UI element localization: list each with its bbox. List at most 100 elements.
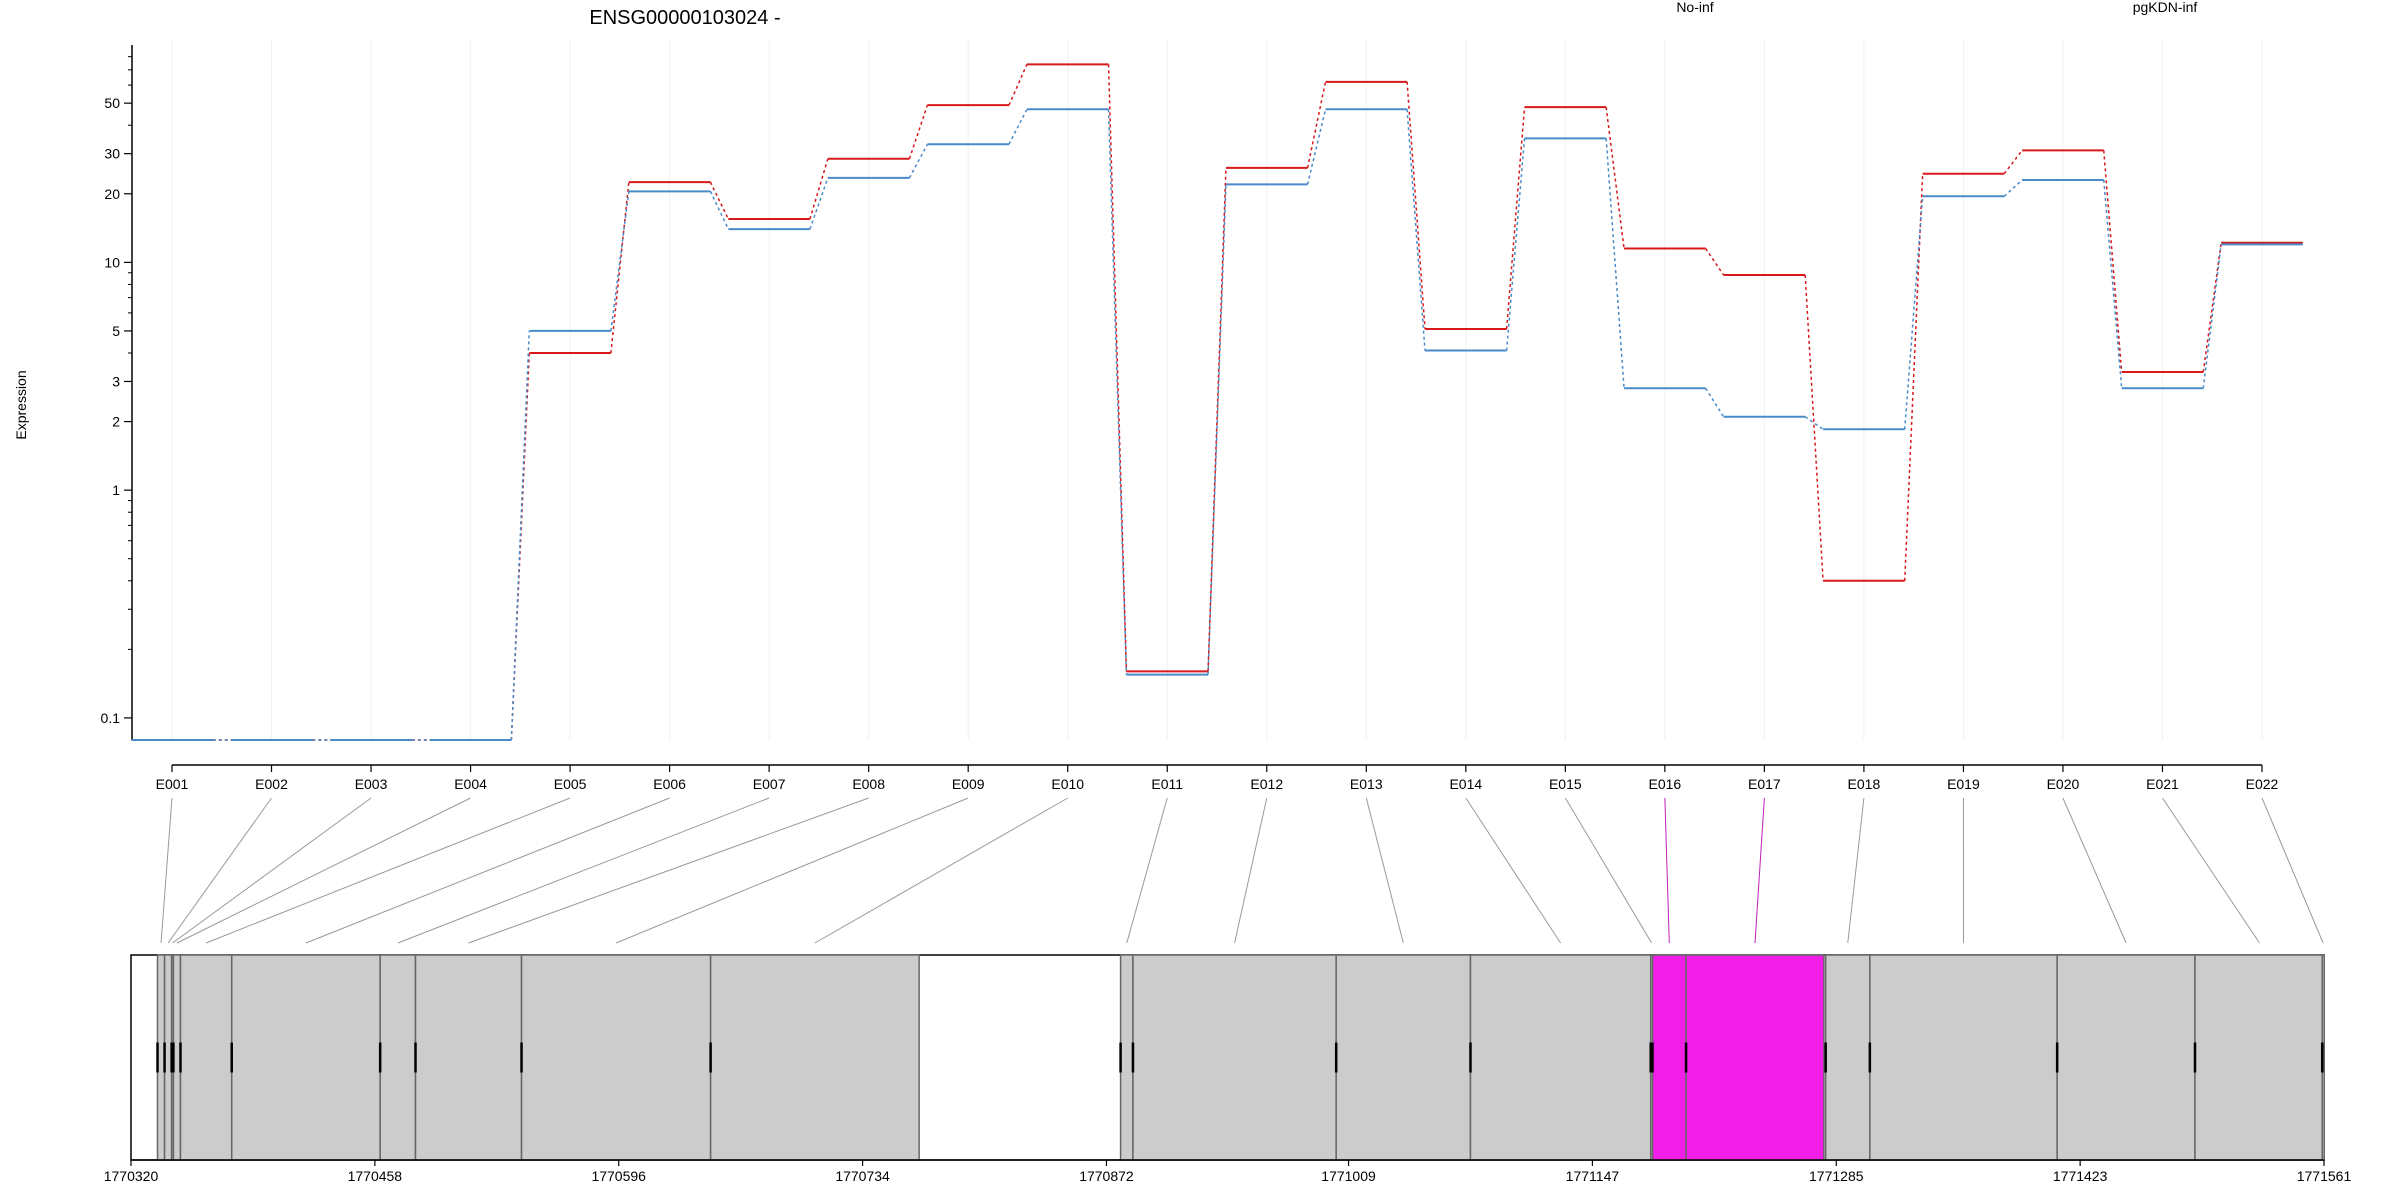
- exon-connector: [160, 797, 173, 944]
- exon-block: [179, 954, 233, 1161]
- series-connector: [709, 181, 730, 220]
- x-tick-label: E010: [1051, 776, 1084, 792]
- exon-block: [1869, 954, 2058, 1161]
- series-connector: [1705, 387, 1725, 418]
- series-connector: [610, 182, 630, 354]
- exon-connector: [1754, 797, 1765, 944]
- series-connector: [2003, 179, 2023, 197]
- genomic-tick-label: 1771423: [2053, 1168, 2108, 1184]
- series-lines: [131, 63, 2303, 741]
- y-tick-label: 3: [112, 373, 120, 389]
- x-tick-label: E008: [852, 776, 885, 792]
- y-tick-label: 0.1: [101, 710, 121, 726]
- exon-block: [2194, 954, 2325, 1161]
- series-connector: [2202, 244, 2222, 389]
- series-connector: [510, 330, 531, 741]
- exon-connector: [205, 797, 571, 944]
- series-connector: [1804, 416, 1824, 430]
- series-no-inf: [131, 63, 2303, 741]
- gene-model: [130, 954, 2325, 1161]
- exon-block: [520, 954, 712, 1161]
- y-tick-label: 20: [104, 186, 120, 202]
- exon-connector: [2062, 797, 2127, 944]
- series-connector: [709, 191, 730, 230]
- exon-connector: [176, 797, 471, 944]
- series-connector: [1605, 138, 1625, 389]
- exon-block: [1824, 954, 1871, 1161]
- genomic-tick-label: 1771285: [1809, 1168, 1864, 1184]
- series-connector: [2103, 179, 2123, 389]
- exon-block: [1651, 954, 1687, 1161]
- x-tick-label: E013: [1350, 776, 1383, 792]
- series-connector: [2003, 149, 2023, 175]
- series-connector: [1406, 81, 1426, 330]
- x-tick-label: E020: [2047, 776, 2080, 792]
- y-axis-label: Expression: [13, 370, 29, 439]
- x-tick-label: E001: [156, 776, 189, 792]
- series-connector: [908, 143, 929, 179]
- legend-no-inf: No-inf: [1676, 0, 1713, 15]
- exon-connector: [1847, 797, 1865, 944]
- genomic-tick-label: 1771147: [1566, 1168, 1620, 1184]
- chart-title: ENSG00000103024 -: [589, 7, 780, 29]
- x-tick-label: E002: [255, 776, 288, 792]
- grid-lines: [171, 40, 2263, 740]
- exon-block: [1335, 954, 1472, 1161]
- series-connector: [1505, 138, 1526, 351]
- genomic-axis: 1770320 1770458 1770596 1770734 1770872 17710…: [104, 1159, 2352, 1184]
- x-tick-label: E003: [355, 776, 388, 792]
- exon-connector: [1465, 797, 1562, 944]
- exon-connector: [1126, 797, 1168, 944]
- x-tick-label: E022: [2246, 776, 2279, 792]
- exon-connector: [167, 797, 272, 944]
- x-tick-label: E021: [2146, 776, 2179, 792]
- x-tick-label: E012: [1250, 776, 1283, 792]
- series-connector: [2103, 150, 2123, 373]
- exon-block: [709, 954, 920, 1161]
- exon-connector: [468, 797, 869, 944]
- series-connector: [1008, 64, 1028, 106]
- series-connector: [1008, 108, 1028, 145]
- exon-connector: [305, 797, 670, 944]
- x-tick-label: E018: [1848, 776, 1881, 792]
- y-tick-label: 30: [104, 146, 120, 162]
- exon-connector: [2162, 797, 2260, 944]
- y-tick-label: 50: [104, 95, 120, 111]
- genomic-tick-label: 1771561: [2297, 1168, 2352, 1184]
- x-tick-label: E009: [952, 776, 985, 792]
- series-connector: [1605, 107, 1625, 249]
- exon-connector: [172, 797, 372, 944]
- y-tick-label: 1: [112, 482, 120, 498]
- genomic-tick-label: 1770458: [348, 1168, 403, 1184]
- x-tick-label: E005: [554, 776, 587, 792]
- exon-block: [2056, 954, 2196, 1161]
- exon-connector: [1234, 797, 1268, 944]
- series-pgkdn-inf: [131, 108, 2303, 741]
- x-tick-label: E016: [1649, 776, 1682, 792]
- genomic-tick-label: 1771009: [1321, 1168, 1376, 1184]
- exon-block: [1119, 954, 1134, 1161]
- x-tick-label: E017: [1748, 776, 1781, 792]
- exon-block: [1685, 954, 1825, 1161]
- series-connector: [1207, 184, 1227, 675]
- x-tick-label: E007: [753, 776, 786, 792]
- exon-connector: [1564, 797, 1653, 944]
- series-connector: [1306, 81, 1327, 168]
- exon-connector: [2261, 797, 2324, 944]
- y-tick-label: 10: [104, 254, 120, 270]
- x-tick-label: E014: [1449, 776, 1482, 792]
- exon-block: [379, 954, 417, 1161]
- x-axis: E001 E002 E003 E004 E005 E006 E007 E008 E009 E010…: [156, 764, 2279, 792]
- exon-connector: [397, 797, 770, 944]
- series-connector: [1903, 173, 1924, 581]
- x-tick-label: E019: [1947, 776, 1980, 792]
- genomic-tick-label: 1770320: [104, 1168, 159, 1184]
- exon-block: [1469, 954, 1652, 1161]
- genomic-tick-label: 1770872: [1079, 1168, 1134, 1184]
- exon-connector: [615, 797, 969, 944]
- exon-block: [1132, 954, 1337, 1161]
- genomic-tick-label: 1770596: [591, 1168, 646, 1184]
- series-connector: [1406, 109, 1426, 351]
- series-connector: [1903, 196, 1924, 430]
